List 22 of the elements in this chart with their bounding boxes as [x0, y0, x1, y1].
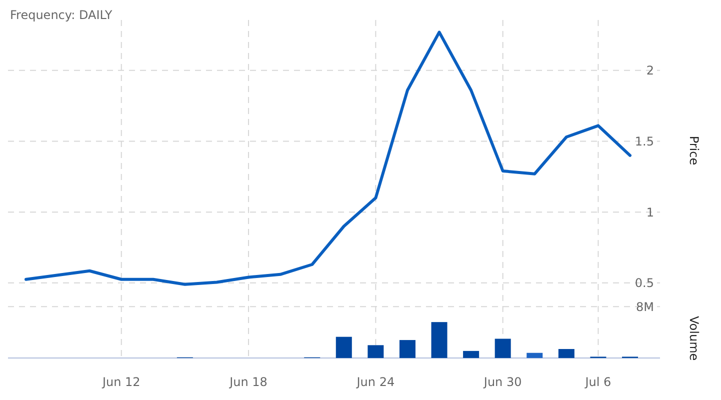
x-tick-label: Jun 30	[482, 375, 522, 389]
chart-title: Frequency: DAILY	[10, 8, 113, 22]
x-tick-label: Jul 6	[584, 375, 612, 389]
x-tick-label: Jun 12	[101, 375, 140, 389]
bar	[399, 340, 416, 358]
y-tick-label: 0.5	[634, 276, 654, 290]
y-tick-label: 1	[646, 205, 654, 220]
bar	[463, 350, 480, 358]
y-tick-label: 1.5	[634, 134, 654, 148]
bar	[494, 338, 511, 358]
bar	[336, 336, 352, 358]
y-axis-title: Price	[687, 136, 701, 166]
y2-axis-title: Volume	[687, 316, 701, 361]
line-series	[24, 30, 632, 286]
x-tick-label: Jun 18	[228, 375, 268, 389]
y-tick-label: 2	[646, 64, 654, 78]
x-tick-label: Jun 24	[356, 375, 395, 389]
bar	[431, 322, 448, 358]
bar	[526, 352, 543, 358]
bar	[368, 345, 384, 358]
y2-tick-label: 8M	[636, 300, 654, 314]
bar	[558, 349, 574, 358]
